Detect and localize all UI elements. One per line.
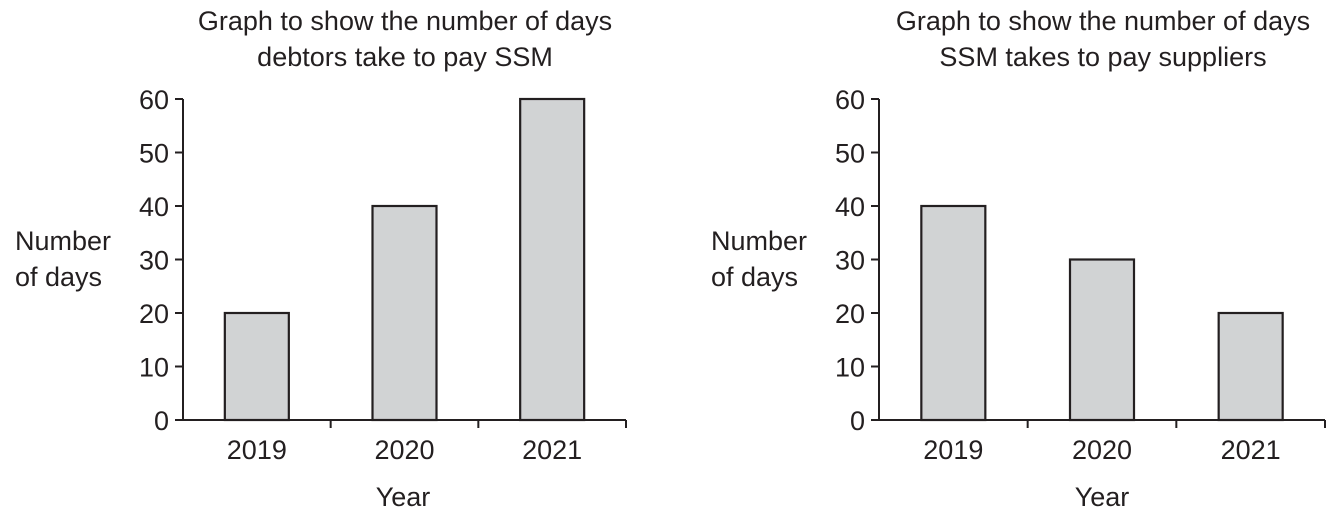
x-tick-label: 2019 (227, 435, 287, 465)
y-tick-label: 50 (835, 139, 865, 169)
chart-title-line: Graph to show the number of days (896, 6, 1310, 36)
y-tick-label: 30 (139, 246, 169, 276)
y-axis-label-line: Number (15, 226, 111, 256)
y-tick-label: 40 (835, 192, 865, 222)
y-tick-label: 30 (835, 246, 865, 276)
bar-2020 (1068, 258, 1136, 422)
chart-1: Graph to show the number of days debtors … (15, 6, 627, 512)
y-axis-label-line: of days (15, 262, 102, 292)
x-axis-label: Year (1075, 482, 1130, 512)
x-tick-label: 2020 (374, 435, 434, 465)
y-tick-label: 0 (154, 406, 169, 436)
y-tick-label: 40 (139, 192, 169, 222)
chart-2: Graph to show the number of days SSM take… (711, 6, 1326, 512)
y-axis-label-line: of days (711, 262, 798, 292)
x-tick-label: 2020 (1072, 435, 1132, 465)
chart-title-line: Graph to show the number of days (198, 6, 612, 36)
bar-2019 (223, 311, 290, 422)
y-tick-label: 10 (139, 353, 169, 383)
y-tick-label: 20 (139, 299, 169, 329)
y-tick-label: 20 (835, 299, 865, 329)
y-tick-label: 0 (850, 406, 865, 436)
y-tick-label: 50 (139, 139, 169, 169)
x-tick-label: 2021 (522, 435, 582, 465)
bar-2021 (1217, 311, 1284, 422)
y-axis-label-line: Number (711, 226, 807, 256)
bar-2020 (371, 204, 438, 422)
x-tick-label: 2021 (1221, 435, 1281, 465)
bar-2021 (519, 97, 586, 422)
y-tick-label: 10 (835, 353, 865, 383)
bar-2019 (920, 204, 987, 422)
y-tick-label: 60 (835, 85, 865, 115)
y-tick-label: 60 (139, 85, 169, 115)
x-tick-label: 2019 (923, 435, 983, 465)
chart-title-line: SSM takes to pay suppliers (939, 42, 1266, 72)
chart-title-line: debtors take to pay SSM (257, 42, 553, 72)
x-axis-label: Year (376, 482, 431, 512)
